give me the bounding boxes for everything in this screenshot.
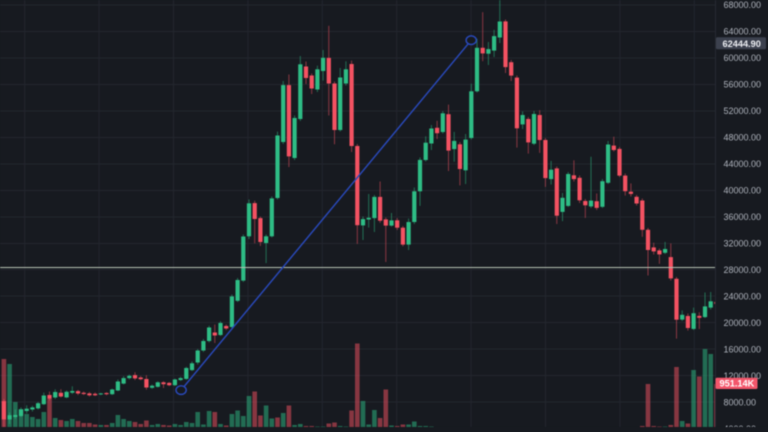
- svg-text:64000.00: 64000.00: [724, 27, 762, 37]
- svg-text:951.14K: 951.14K: [720, 379, 755, 389]
- svg-text:28000.00: 28000.00: [724, 265, 762, 275]
- svg-text:52000.00: 52000.00: [724, 106, 762, 116]
- svg-text:60000.00: 60000.00: [724, 53, 762, 63]
- svg-text:40000.00: 40000.00: [724, 186, 762, 196]
- svg-text:68000.00: 68000.00: [724, 0, 762, 10]
- svg-text:24000.00: 24000.00: [724, 291, 762, 301]
- svg-text:12000.00: 12000.00: [724, 371, 762, 381]
- svg-text:48000.00: 48000.00: [724, 133, 762, 143]
- svg-text:16000.00: 16000.00: [724, 344, 762, 354]
- svg-text:36000.00: 36000.00: [724, 212, 762, 222]
- svg-text:62444.90: 62444.90: [723, 39, 761, 49]
- svg-text:20000.00: 20000.00: [724, 318, 762, 328]
- svg-text:44000.00: 44000.00: [724, 159, 762, 169]
- svg-text:56000.00: 56000.00: [724, 80, 762, 90]
- svg-text:32000.00: 32000.00: [724, 239, 762, 249]
- svg-text:8000.00: 8000.00: [724, 397, 757, 407]
